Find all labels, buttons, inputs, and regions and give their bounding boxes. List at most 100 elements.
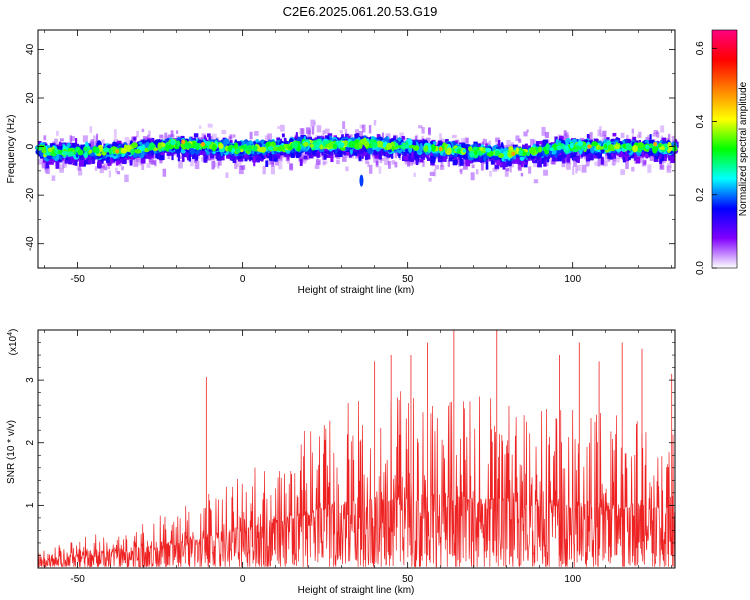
- heatmap-cell: [106, 157, 111, 164]
- heatmap-cell: [597, 129, 602, 137]
- heatmap-cell: [471, 164, 475, 169]
- heatmap-cell: [74, 158, 78, 166]
- heatmap-cell: [472, 146, 479, 152]
- heatmap-cell: [294, 135, 299, 141]
- heatmap-cell: [246, 153, 250, 159]
- heatmap-cell: [249, 131, 253, 140]
- heatmap-cell: [75, 138, 78, 146]
- heatmap-cell: [554, 136, 558, 144]
- heatmap-cell: [125, 144, 131, 152]
- heatmap-cell: [373, 147, 379, 156]
- heatmap-cell: [344, 129, 348, 135]
- heatmap-cell: [358, 156, 362, 161]
- heatmap-cell: [649, 153, 654, 161]
- heatmap-cell: [280, 124, 285, 132]
- heatmap-cell: [336, 159, 340, 165]
- heatmap-cell: [562, 154, 566, 158]
- heatmap-cell: [315, 159, 321, 165]
- heatmap-cell: [274, 153, 279, 160]
- heatmap-cell: [601, 156, 604, 161]
- heatmap-cell: [322, 130, 326, 135]
- heatmap-cell: [171, 153, 174, 161]
- heatmap-cell: [94, 141, 99, 147]
- heatmap-cell: [201, 133, 206, 141]
- heatmap-cell: [622, 157, 627, 163]
- heatmap-cell: [94, 166, 98, 171]
- heatmap-cell: [305, 127, 311, 134]
- heatmap-cell: [620, 169, 626, 176]
- heatmap-cell: [148, 130, 151, 137]
- heatmap-cell: [45, 161, 50, 169]
- heatmap-cell: [218, 143, 224, 149]
- heatmap-cell: [469, 150, 474, 158]
- heatmap-cell: [124, 174, 129, 183]
- heatmap-cell: [119, 158, 123, 163]
- heatmap-cell: [178, 159, 183, 169]
- heatmap-cell: [50, 152, 57, 157]
- heatmap-cell: [626, 138, 631, 143]
- heatmap-cell: [522, 144, 527, 148]
- heatmap-cell: [281, 133, 285, 138]
- heatmap-cell: [566, 162, 571, 170]
- heatmap-cell: [221, 129, 227, 135]
- heatmap-cell: [274, 157, 280, 166]
- heatmap-cell: [506, 144, 511, 150]
- heatmap-cell: [38, 158, 43, 165]
- heatmap-cell: [660, 153, 664, 161]
- heatmap-cell: [78, 168, 83, 176]
- heatmap-cell: [413, 154, 419, 159]
- heatmap-cell: [141, 144, 146, 152]
- heatmap-cell: [666, 165, 672, 173]
- heatmap-cell: [208, 144, 213, 150]
- heatmap-cell: [88, 159, 92, 164]
- heatmap-cell: [546, 156, 550, 163]
- heatmap-cell: [462, 162, 468, 170]
- heatmap-cell: [581, 149, 584, 156]
- heatmap-cell: [564, 131, 569, 140]
- heatmap-cell: [399, 132, 405, 139]
- heatmap-cell: [205, 141, 211, 147]
- heatmap-cell: [543, 156, 547, 161]
- heatmap-cell: [588, 152, 594, 161]
- heatmap-cell: [379, 156, 383, 164]
- heatmap-cell: [167, 134, 172, 141]
- heatmap-cell: [638, 140, 642, 144]
- heatmap-cell: [57, 149, 63, 155]
- heatmap-cell: [394, 161, 398, 168]
- heatmap-cell: [413, 172, 416, 177]
- heatmap-cell: [103, 147, 110, 153]
- heatmap-cell: [589, 132, 593, 141]
- heatmap-cell: [612, 132, 617, 137]
- heatmap-cell: [70, 136, 75, 141]
- heatmap-cell: [602, 160, 608, 167]
- heatmap-cell: [48, 161, 54, 165]
- heatmap-cell: [152, 147, 159, 152]
- heatmap-cell: [544, 157, 549, 167]
- heatmap-cell: [537, 159, 542, 168]
- heatmap-cell: [532, 139, 537, 145]
- heatmap-cell: [644, 144, 650, 150]
- heatmap-cell: [647, 164, 652, 173]
- heatmap-cell: [485, 161, 489, 170]
- heatmap-cell: [359, 131, 364, 140]
- heatmap-cell: [459, 156, 462, 161]
- heatmap-cell: [613, 143, 620, 150]
- heatmap-cell: [211, 144, 217, 152]
- heatmap-cell: [660, 159, 663, 169]
- heatmap-cell: [170, 139, 176, 146]
- heatmap-cell: [418, 153, 422, 158]
- heatmap-cell: [362, 124, 366, 133]
- heatmap-cell: [295, 132, 298, 137]
- heatmap-cell: [611, 159, 617, 166]
- heatmap-cell: [43, 135, 47, 141]
- heatmap-cell: [368, 164, 373, 174]
- heatmap-cell: [229, 134, 233, 139]
- heatmap-cell: [249, 156, 255, 161]
- heatmap-cell: [64, 157, 67, 164]
- heatmap-cell: [193, 134, 197, 141]
- heatmap-cell: [509, 163, 512, 173]
- heatmap-cell: [225, 172, 229, 178]
- heatmap-cell: [237, 157, 243, 162]
- heatmap-cell: [428, 177, 432, 182]
